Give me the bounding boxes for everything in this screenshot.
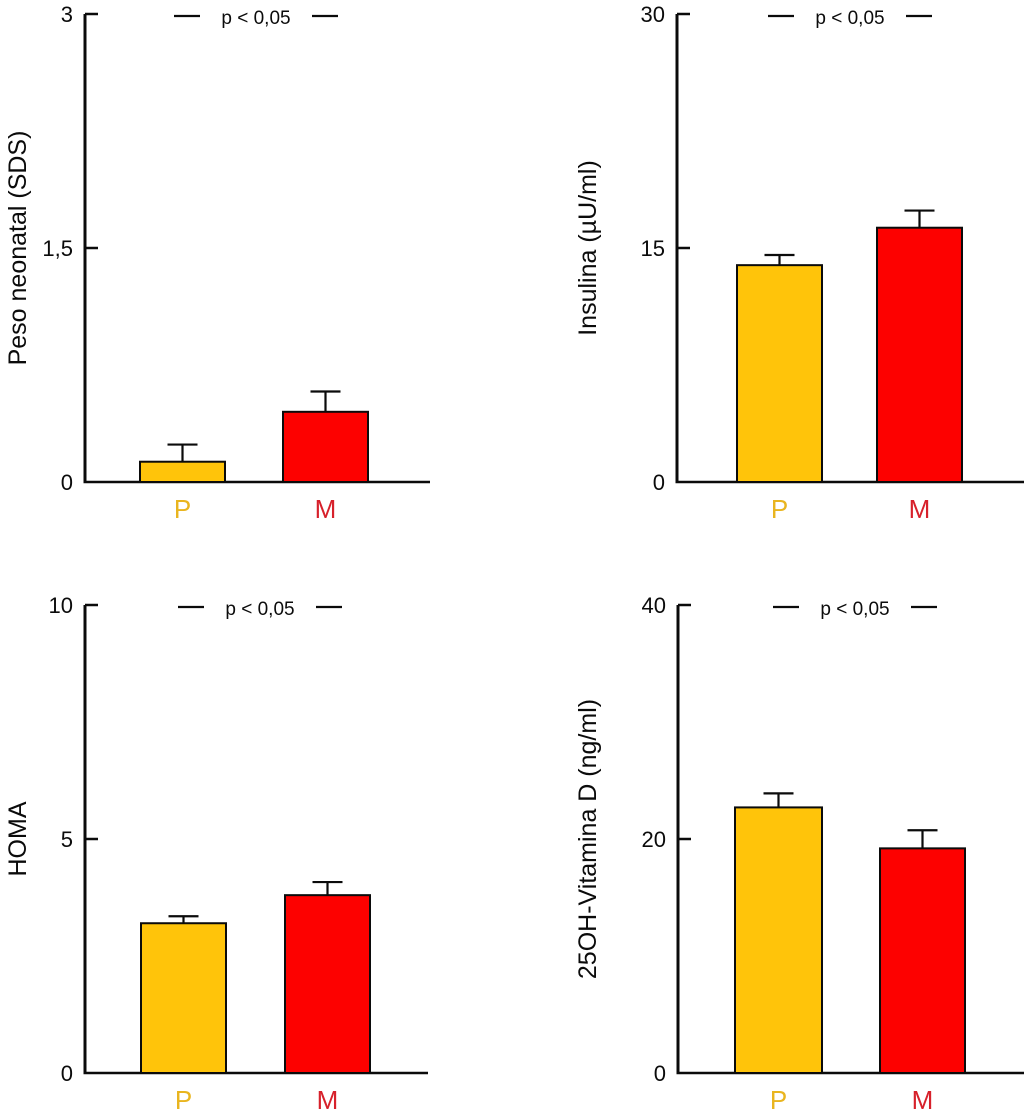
svg-text:1,5: 1,5: [42, 236, 73, 261]
svg-text:HOMA: HOMA: [4, 801, 32, 876]
chart-insulina-canvas: 0 15 30 Insulina (µU/ml) P Mp < 0,05: [574, 2, 1024, 524]
svg-text:p < 0,05: p < 0,05: [221, 8, 290, 29]
svg-text:30: 30: [641, 2, 665, 27]
svg-text:P: P: [175, 1085, 192, 1115]
svg-text:M: M: [909, 494, 931, 524]
svg-text:25OH-Vitamina D (ng/ml): 25OH-Vitamina D (ng/ml): [574, 699, 602, 979]
svg-text:p < 0,05: p < 0,05: [225, 599, 294, 620]
svg-text:p < 0,05: p < 0,05: [820, 599, 889, 620]
svg-text:10: 10: [49, 593, 73, 618]
chart-peso-neonatal-sds-canvas: 0 1,5 3 Peso neonatal (SDS) P Mp < 0,05: [4, 2, 430, 524]
svg-text:M: M: [912, 1085, 934, 1115]
svg-text:M: M: [317, 1085, 339, 1115]
svg-text:0: 0: [654, 1061, 666, 1086]
svg-text:P: P: [771, 494, 788, 524]
svg-text:0: 0: [653, 470, 665, 495]
svg-text:P: P: [770, 1085, 787, 1115]
svg-text:15: 15: [641, 236, 665, 261]
chart-homa-canvas: 0 5 10 HOMA P Mp < 0,05: [4, 593, 428, 1115]
svg-text:0: 0: [61, 470, 73, 495]
svg-text:40: 40: [642, 593, 666, 618]
svg-text:p < 0,05: p < 0,05: [815, 8, 884, 29]
svg-text:5: 5: [61, 827, 73, 852]
svg-text:P: P: [174, 494, 191, 524]
svg-text:M: M: [315, 494, 337, 524]
svg-text:Peso neonatal (SDS): Peso neonatal (SDS): [4, 131, 32, 366]
svg-text:Insulina (µU/ml): Insulina (µU/ml): [574, 160, 602, 336]
svg-text:0: 0: [61, 1061, 73, 1086]
chart-25oh-vitamina-d-canvas: 0 20 40 25OH-Vitamina D (ng/ml) P Mp < 0,05: [574, 593, 1024, 1115]
svg-text:20: 20: [642, 827, 666, 852]
svg-text:3: 3: [61, 2, 73, 27]
